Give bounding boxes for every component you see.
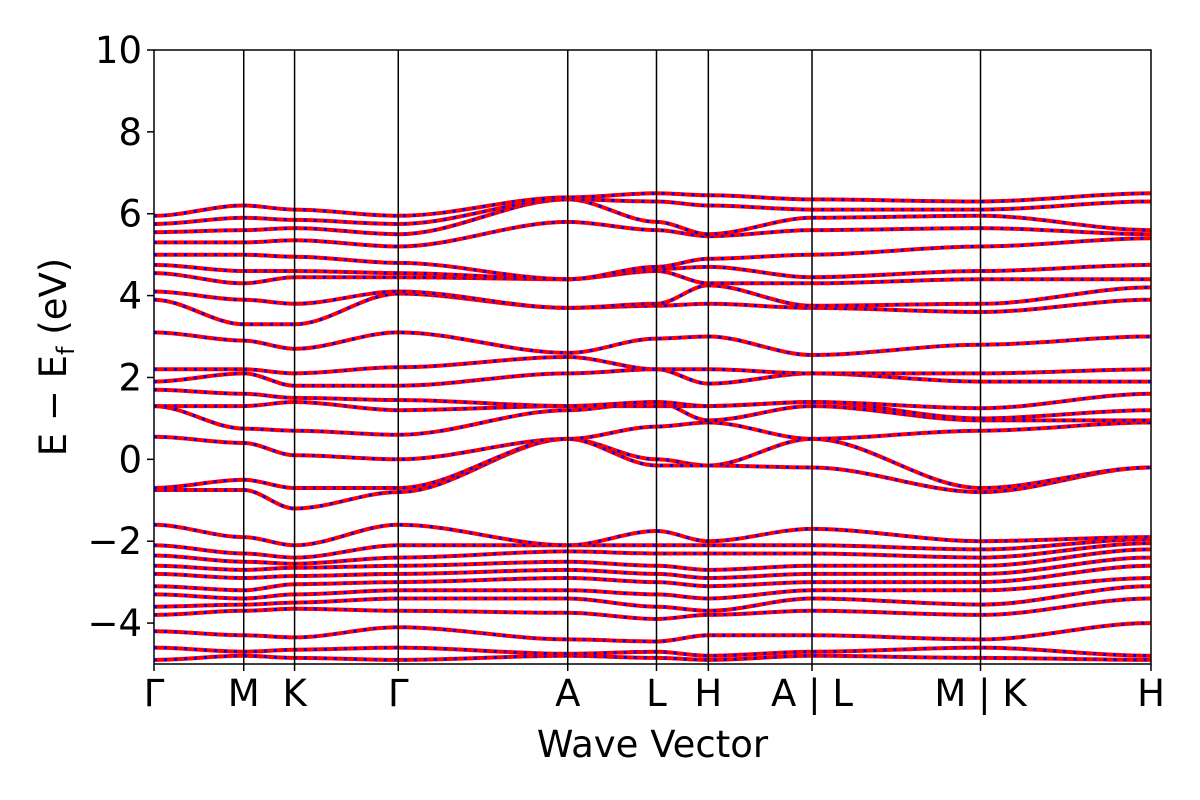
band-line-0 xyxy=(154,653,1151,662)
x-tick-label: M | K xyxy=(934,672,1028,715)
band-dotted-line-12 xyxy=(154,437,1151,511)
band-dotted-line-4 xyxy=(154,584,1151,613)
band-dotted-line-14 xyxy=(154,420,1151,461)
band-line-13 xyxy=(154,436,1151,491)
band-dotted-line-10 xyxy=(154,537,1151,560)
band-line-2 xyxy=(154,621,1151,644)
plot-frame xyxy=(153,49,1152,665)
band-line-16 xyxy=(154,399,1151,421)
band-line-12 xyxy=(154,436,1151,511)
band-line-11 xyxy=(154,522,1151,548)
x-tick-label: H xyxy=(1137,672,1165,715)
y-tick-label: 6 xyxy=(118,193,142,236)
x-tick-label: K xyxy=(282,672,308,715)
band-dotted-line-2 xyxy=(154,621,1151,644)
y-tick-label: 10 xyxy=(95,29,142,72)
band-dotted-line-28 xyxy=(154,197,1151,226)
band-dotted-line-16 xyxy=(154,400,1151,420)
band-dotted-line-21 xyxy=(154,292,1151,326)
band-dotted-line-20 xyxy=(154,330,1151,357)
y-axis-ticks: −4 −2 0 2 4 6 8 10 xyxy=(87,29,154,645)
band-line-21 xyxy=(154,291,1151,327)
band-dotted-line-9 xyxy=(154,541,1151,566)
band-line-29 xyxy=(154,191,1151,218)
band-dotted-line-19 xyxy=(154,355,1151,375)
x-tick-label: Γ xyxy=(388,672,409,715)
band-dotted-line-11 xyxy=(154,523,1151,547)
x-tick-label: A | L xyxy=(771,672,853,715)
band-dotted-line-25 xyxy=(154,236,1151,281)
band-dotted-line-22 xyxy=(154,283,1151,310)
band-dotted-line-29 xyxy=(154,191,1151,218)
x-axis-label: Wave Vector xyxy=(537,723,769,766)
x-tick-label: H xyxy=(694,672,722,715)
band-dotted-line-8 xyxy=(154,547,1151,572)
x-tick-label: L xyxy=(646,672,667,715)
x-tick-label: M xyxy=(228,672,260,715)
band-line-26 xyxy=(154,219,1151,249)
band-dotted-line-3 xyxy=(154,597,1151,621)
y-tick-label: 0 xyxy=(118,438,142,481)
y-tick-label: −2 xyxy=(87,520,142,563)
band-dotted-line-1 xyxy=(154,646,1151,658)
band-dotted-line-0 xyxy=(154,654,1151,662)
band-line-1 xyxy=(154,645,1151,658)
band-dotted-line-18 xyxy=(154,367,1151,388)
y-tick-label: 8 xyxy=(118,111,142,154)
band-line-20 xyxy=(154,330,1151,358)
band-dotted-line-6 xyxy=(154,564,1151,592)
y-tick-label: −4 xyxy=(87,602,142,645)
band-dotted-line-13 xyxy=(154,437,1151,490)
band-dotted-line-7 xyxy=(154,556,1151,580)
band-line-19 xyxy=(154,354,1151,376)
kpoint-divider-lines xyxy=(242,50,982,664)
y-axis-label: E − Ef (eV) xyxy=(32,258,80,456)
y-tick-label: 4 xyxy=(118,275,142,318)
x-tick-label: A xyxy=(555,672,580,715)
band-dotted-line-5 xyxy=(154,576,1151,601)
x-tick-label: Γ xyxy=(144,672,165,715)
band-dotted-line-17 xyxy=(154,388,1151,410)
band-dotted-line-26 xyxy=(154,220,1151,249)
y-tick-label: 2 xyxy=(118,356,142,399)
band-dotted-line-27 xyxy=(154,197,1151,236)
bands-layer xyxy=(154,191,1151,662)
